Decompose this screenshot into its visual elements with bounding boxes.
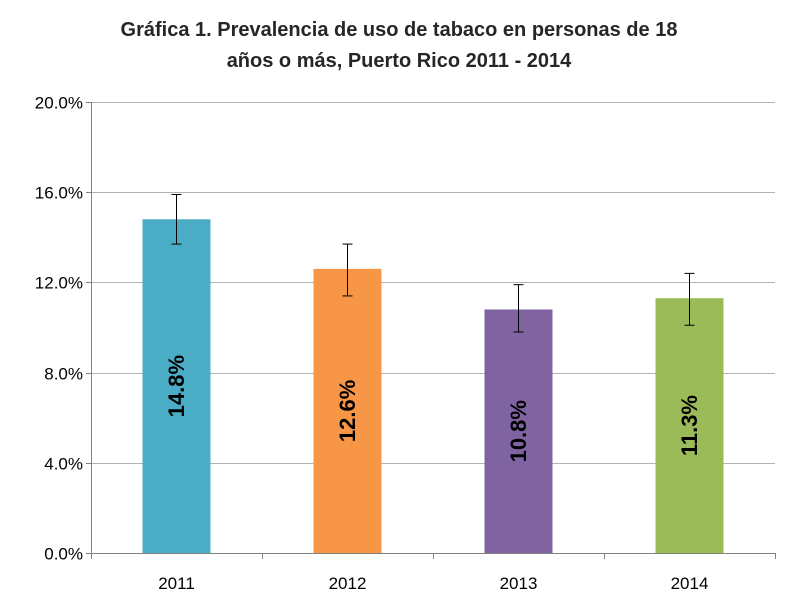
bar-2013: [484, 309, 553, 553]
error-bar-2013: [513, 284, 524, 333]
y-axis-tick-labels: 0.0% 4.0% 8.0% 12.0% 16.0% 20.0%: [35, 94, 83, 564]
x-tick-label-2014: 2014: [671, 574, 709, 593]
x-axis-category-labels: 2011 2012 2013 2014: [158, 574, 708, 593]
bar-2011: [142, 219, 211, 553]
bar-2014: [655, 298, 724, 553]
data-label-2014: 11.3%: [677, 395, 702, 456]
chart-title-line-1: Gráfica 1. Prevalencia de uso de tabaco …: [121, 19, 678, 41]
y-tick-label: 0.0%: [44, 545, 83, 564]
y-tick-label: 8.0%: [44, 365, 83, 384]
chart-title-line-2: años o más, Puerto Rico 2011 - 2014: [227, 50, 572, 72]
x-tick-label-2011: 2011: [158, 574, 195, 593]
error-bar-2014: [684, 272, 695, 326]
error-bars: [171, 193, 695, 333]
error-bar-2011: [171, 193, 182, 245]
y-tick-label: 16.0%: [35, 184, 83, 203]
data-labels: 14.8% 12.6% 10.8% 11.3%: [164, 355, 702, 462]
axes: [86, 102, 776, 559]
bars: [142, 219, 724, 553]
y-tick-label: 20.0%: [35, 94, 83, 113]
y-tick-label: 12.0%: [35, 274, 83, 293]
error-bar-2012: [342, 243, 353, 297]
data-label-2012: 12.6%: [335, 380, 360, 442]
x-tick-label-2013: 2013: [500, 574, 538, 593]
bar-2012: [313, 268, 382, 553]
y-tick-label: 4.0%: [44, 455, 83, 474]
data-label-2013: 10.8%: [506, 400, 531, 462]
data-label-2011: 14.8%: [164, 355, 189, 417]
x-tick-label-2012: 2012: [329, 574, 367, 593]
